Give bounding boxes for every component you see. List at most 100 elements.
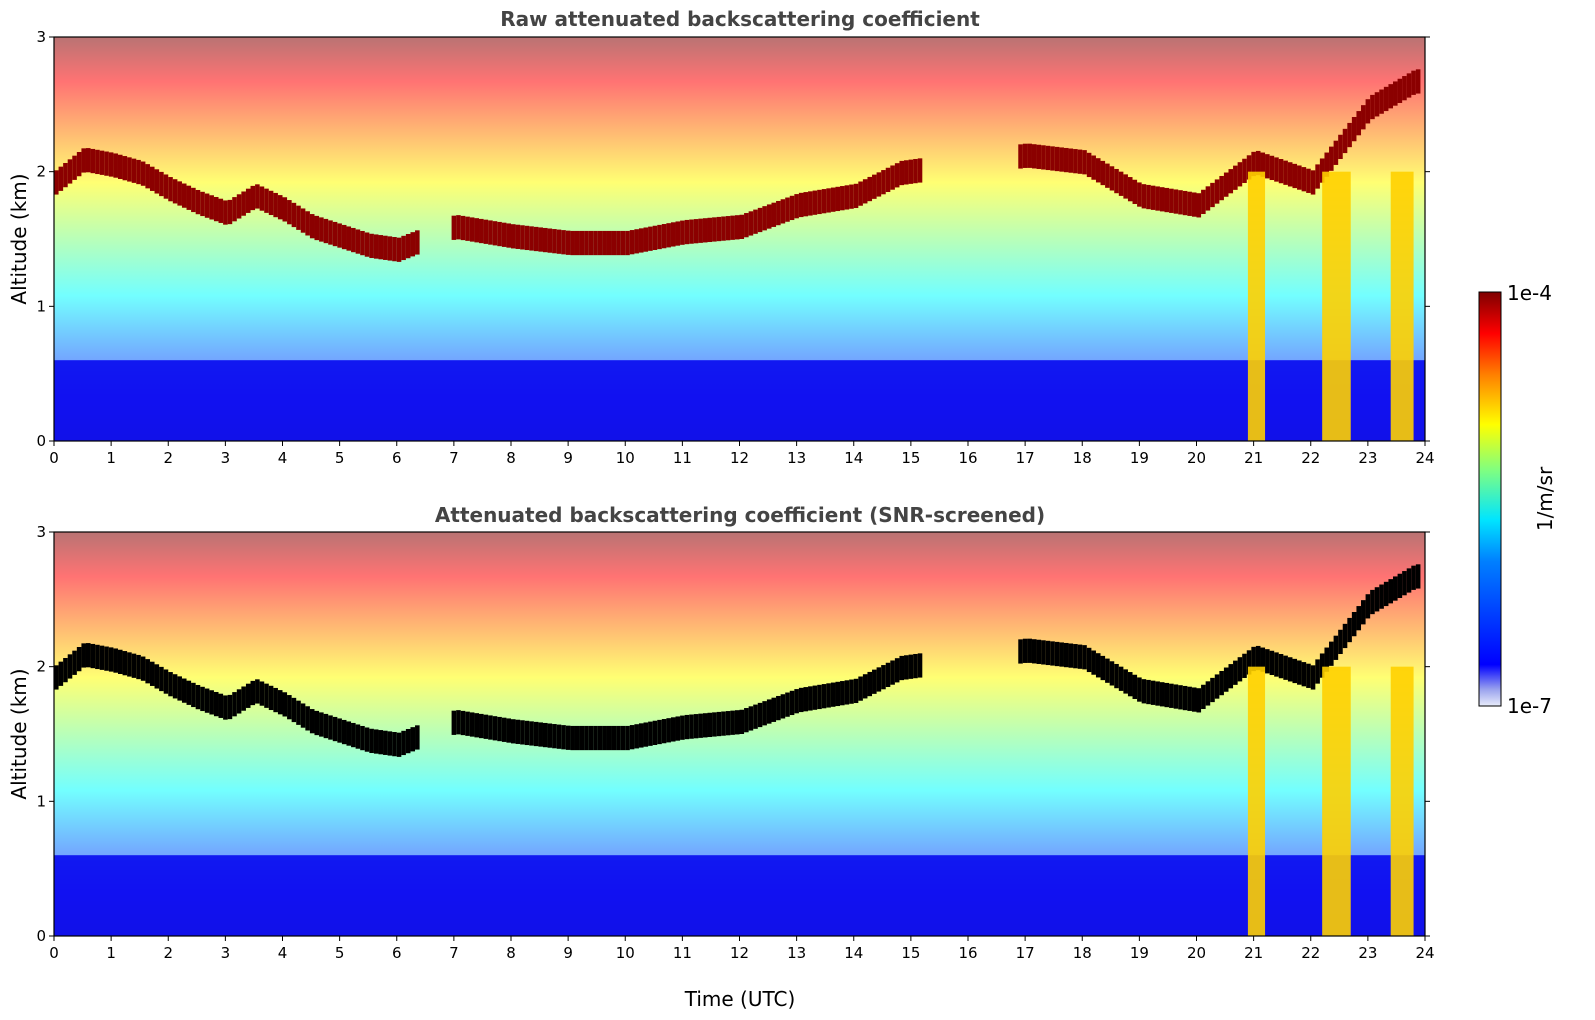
cloud-cell	[168, 672, 173, 697]
x-tick-label: 18	[1073, 449, 1092, 467]
cloud-cell	[1265, 154, 1270, 179]
cloud-cell	[1411, 565, 1416, 590]
y-tick-label: 0	[36, 432, 46, 450]
cloud-cell	[565, 725, 571, 750]
cloud-cell	[1324, 647, 1330, 672]
cloud-cell	[364, 232, 370, 257]
cloud-cell	[405, 233, 411, 259]
cloud-cell	[1100, 160, 1106, 186]
cloud-cell	[1091, 155, 1096, 180]
x-tick-label: 11	[673, 944, 692, 962]
cloud-cell	[264, 683, 269, 708]
cloud-cell	[387, 731, 393, 756]
cloud-cell	[872, 669, 877, 694]
x-tick-label: 23	[1358, 944, 1377, 962]
y-tick-label: 1	[36, 297, 46, 315]
cloud-cell	[1169, 683, 1174, 708]
cloud-cell	[1178, 685, 1183, 710]
cloud-cell	[456, 215, 461, 240]
cloud-cell	[1219, 670, 1224, 696]
x-tick-label: 24	[1415, 449, 1434, 467]
cloud-cell	[1319, 653, 1325, 678]
cloud-cell	[652, 225, 658, 250]
cloud-cell	[520, 720, 525, 745]
cloud-cell	[410, 232, 416, 257]
x-tick-label: 5	[335, 944, 345, 962]
cloud-cell	[620, 725, 626, 751]
cloud-cell	[195, 684, 201, 710]
cloud-cell	[1201, 684, 1206, 710]
cloud-cell	[1338, 134, 1343, 160]
cloud-cell	[1383, 86, 1389, 112]
cloud-cell	[378, 235, 384, 260]
cloud-cell	[113, 153, 118, 178]
cloud-cell	[1050, 146, 1055, 171]
cloud-cell	[492, 716, 498, 741]
cloud-cell	[789, 690, 795, 716]
x-tick-label: 3	[221, 944, 231, 962]
cloud-cell	[1324, 152, 1330, 177]
x-tick-label: 20	[1187, 449, 1206, 467]
cloud-cell	[862, 179, 868, 204]
y-tick-label: 2	[36, 658, 46, 676]
x-tick-label: 20	[1187, 944, 1206, 962]
precip-band	[1322, 666, 1351, 936]
cloud-cell	[95, 149, 100, 175]
cloud-cell	[670, 222, 676, 247]
cloud-cell	[908, 159, 914, 184]
cloud-cell	[181, 678, 187, 703]
cloud-cell	[648, 721, 653, 746]
cloud-cell	[817, 189, 822, 215]
cloud-cell	[561, 230, 566, 255]
cloud-cell	[1274, 157, 1279, 182]
x-tick-label: 3	[221, 449, 231, 467]
precip-band	[1247, 171, 1266, 441]
cloud-cell	[108, 152, 114, 177]
cloud-cell	[1050, 641, 1055, 666]
cloud-cell	[497, 716, 502, 742]
colorbar-max-label: 1e-4	[1507, 281, 1552, 305]
cloud-cell	[392, 237, 397, 262]
cloud-cell	[287, 695, 292, 720]
cloud-cell	[268, 685, 274, 711]
raw-panel-title: Raw attenuated backscattering coefficien…	[500, 7, 980, 31]
cloud-cell	[501, 222, 507, 247]
cloud-cell	[122, 156, 128, 181]
cloud-cell	[1237, 657, 1243, 682]
cloud-cell	[1356, 606, 1362, 631]
cloud-cell	[85, 643, 91, 668]
cloud-cell	[584, 725, 589, 751]
cloud-cell	[734, 215, 740, 240]
cloud-cell	[401, 235, 406, 261]
cloud-cell	[1059, 642, 1064, 667]
x-tick-label: 12	[730, 449, 749, 467]
cloud-cell	[341, 719, 347, 745]
cloud-cell	[1114, 168, 1119, 194]
cloud-cell	[488, 220, 493, 245]
cloud-cell	[835, 186, 841, 212]
cloud-cell	[479, 713, 484, 739]
cloud-cell	[506, 718, 511, 743]
cloud-cell	[186, 680, 192, 705]
cloud-cell	[1242, 158, 1247, 183]
cloud-cell	[702, 713, 708, 738]
cloud-cell	[1169, 188, 1174, 213]
cloud-cell	[1301, 662, 1307, 687]
cloud-cell	[661, 719, 667, 744]
x-tick-label: 1	[106, 944, 116, 962]
cloud-cell	[515, 719, 521, 744]
cloud-cell	[529, 226, 534, 251]
cloud-cell	[291, 697, 297, 723]
cloud-cell	[794, 689, 799, 714]
cloud-cell	[1191, 687, 1197, 712]
cloud-cell	[1361, 105, 1366, 130]
cloud-cell	[291, 202, 297, 228]
cloud-cell	[54, 170, 59, 195]
cloud-cell	[204, 688, 210, 713]
cloud-cell	[1018, 144, 1023, 169]
cloud-cell	[570, 230, 575, 256]
cloud-cell	[730, 215, 735, 240]
cloud-cell	[373, 729, 379, 754]
cloud-cell	[1150, 185, 1156, 210]
cloud-cell	[95, 644, 100, 670]
